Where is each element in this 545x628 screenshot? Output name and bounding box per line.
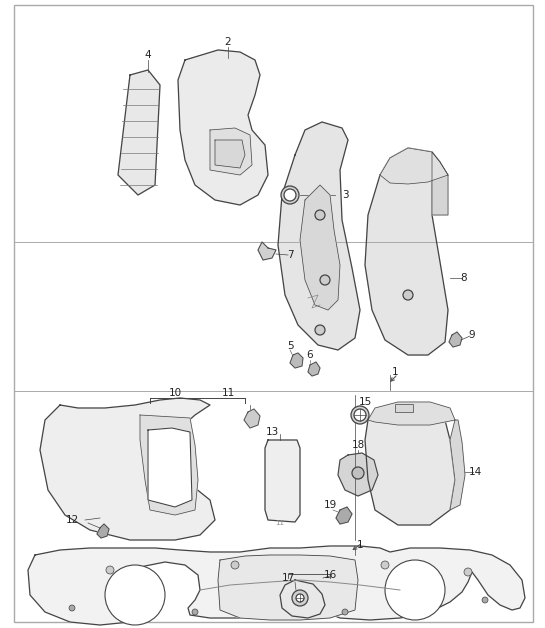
Polygon shape — [300, 185, 340, 310]
Polygon shape — [148, 428, 192, 507]
Polygon shape — [278, 122, 360, 350]
Polygon shape — [244, 409, 260, 428]
Text: 4: 4 — [144, 50, 152, 60]
Polygon shape — [308, 362, 320, 376]
Text: 6: 6 — [307, 350, 313, 360]
Circle shape — [296, 594, 304, 602]
Polygon shape — [280, 580, 325, 618]
Circle shape — [284, 189, 296, 201]
Text: 13: 13 — [265, 427, 278, 437]
Circle shape — [231, 561, 239, 569]
Circle shape — [105, 565, 165, 625]
Circle shape — [342, 609, 348, 615]
Circle shape — [106, 566, 114, 574]
Text: 11: 11 — [276, 520, 284, 526]
Text: 12: 12 — [65, 515, 78, 525]
Polygon shape — [265, 440, 300, 522]
Text: 11: 11 — [221, 388, 235, 398]
Polygon shape — [178, 50, 268, 205]
Text: 17: 17 — [281, 573, 295, 583]
Circle shape — [69, 605, 75, 611]
Circle shape — [315, 325, 325, 335]
Polygon shape — [449, 332, 462, 347]
Text: 1: 1 — [392, 367, 398, 377]
Circle shape — [352, 467, 364, 479]
Circle shape — [354, 409, 366, 421]
Polygon shape — [210, 128, 252, 175]
Circle shape — [385, 560, 445, 620]
Polygon shape — [338, 453, 378, 496]
Polygon shape — [28, 546, 525, 625]
Text: 7: 7 — [287, 250, 293, 260]
Text: 2: 2 — [225, 37, 231, 47]
Polygon shape — [432, 152, 448, 215]
Text: 16: 16 — [323, 570, 337, 580]
Circle shape — [192, 609, 198, 615]
Circle shape — [292, 590, 308, 606]
Polygon shape — [97, 524, 109, 538]
Text: 14: 14 — [468, 467, 482, 477]
Text: 3: 3 — [342, 190, 348, 200]
Circle shape — [351, 406, 369, 424]
Polygon shape — [368, 402, 455, 425]
Circle shape — [315, 210, 325, 220]
Circle shape — [381, 561, 389, 569]
Polygon shape — [450, 420, 465, 510]
Circle shape — [281, 186, 299, 204]
Circle shape — [403, 290, 413, 300]
Text: 10: 10 — [168, 388, 181, 398]
Bar — [395, 404, 413, 412]
Text: 8: 8 — [461, 273, 467, 283]
Polygon shape — [336, 507, 352, 524]
Polygon shape — [118, 70, 160, 195]
Polygon shape — [218, 555, 358, 620]
Polygon shape — [258, 242, 276, 260]
Polygon shape — [365, 148, 448, 355]
Circle shape — [320, 275, 330, 285]
Text: 15: 15 — [359, 397, 372, 407]
Text: 9: 9 — [469, 330, 475, 340]
Polygon shape — [365, 415, 455, 525]
Polygon shape — [40, 398, 215, 540]
Text: 5: 5 — [287, 341, 293, 351]
Polygon shape — [380, 148, 448, 184]
Circle shape — [482, 597, 488, 603]
Text: 18: 18 — [352, 440, 365, 450]
Polygon shape — [290, 353, 303, 368]
Polygon shape — [215, 140, 245, 168]
Text: 19: 19 — [323, 500, 337, 510]
Text: 1: 1 — [356, 540, 364, 550]
Polygon shape — [140, 415, 198, 515]
Circle shape — [464, 568, 472, 576]
